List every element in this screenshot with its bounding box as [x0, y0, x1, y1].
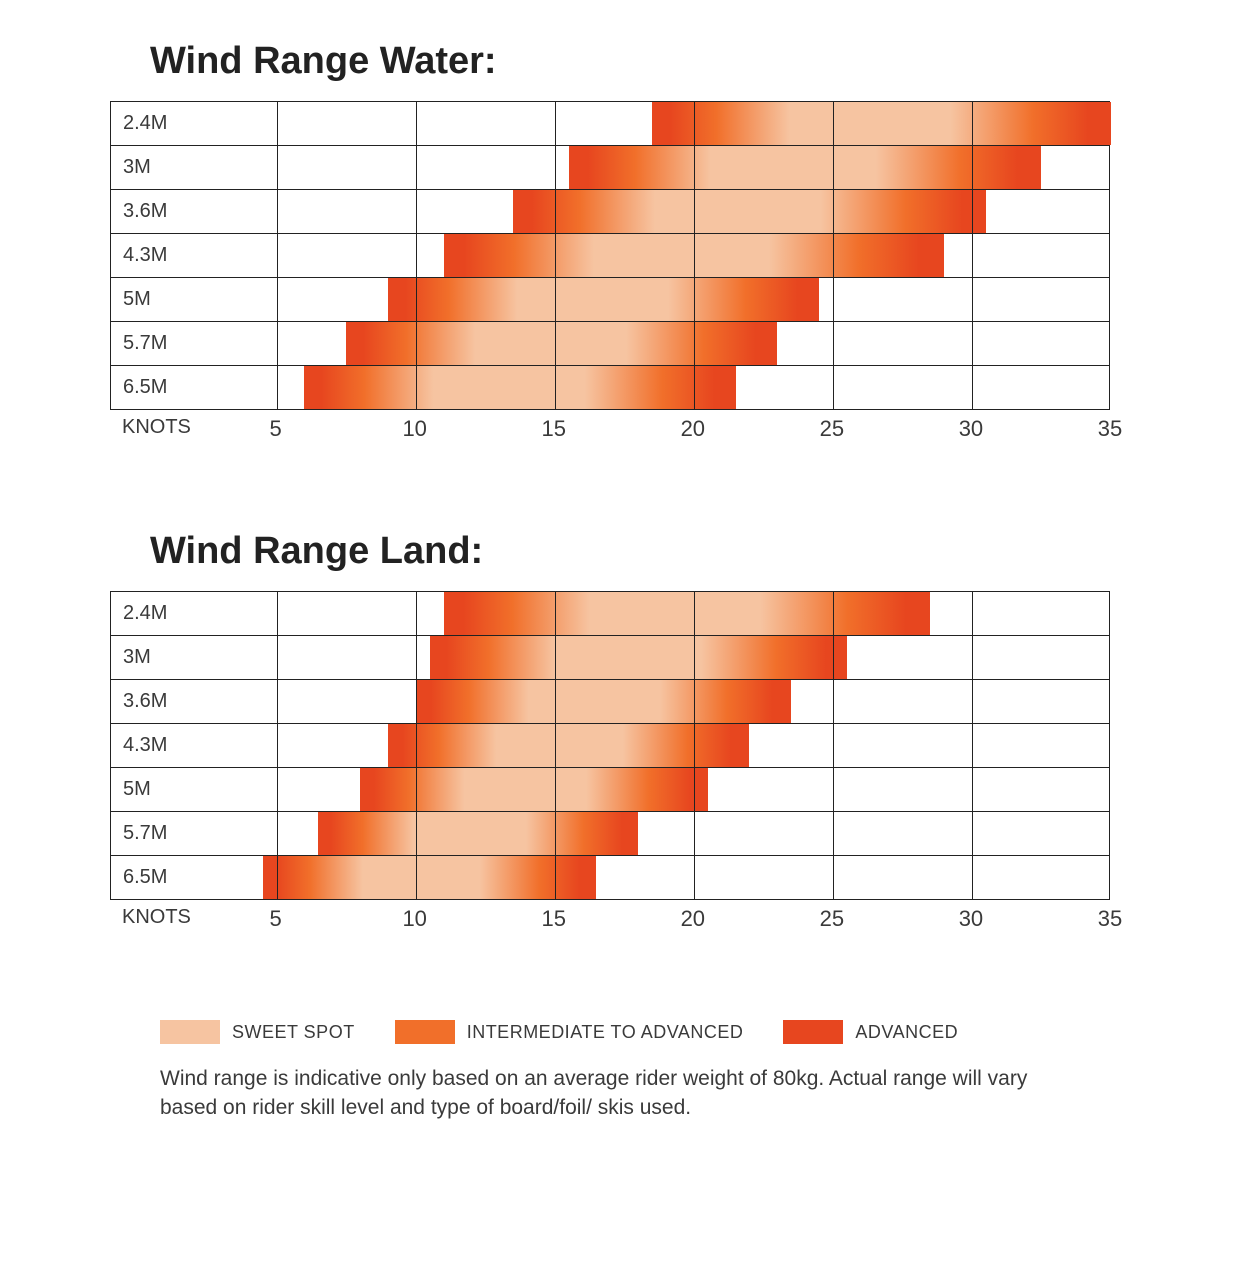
- chart-row: 4.3M: [110, 234, 1109, 278]
- chart-row: 6.5M: [110, 856, 1109, 900]
- tick-label: 5: [270, 906, 282, 932]
- row-label: 6.5M: [111, 366, 221, 409]
- tick-label: 30: [959, 416, 983, 442]
- range-bar: [569, 146, 1042, 189]
- chart-row: 2.4M: [110, 102, 1109, 146]
- legend-label: ADVANCED: [855, 1022, 958, 1043]
- range-bar: [263, 856, 597, 899]
- range-bar: [416, 680, 791, 723]
- row-label: 5.7M: [111, 812, 221, 855]
- chart-row: 3.6M: [110, 680, 1109, 724]
- legend: SWEET SPOT INTERMEDIATE TO ADVANCED ADVANC…: [160, 1020, 1192, 1044]
- tick-label: 30: [959, 906, 983, 932]
- wind-range-chart-water: Wind Range Water: 2.4M3M3.6M4.3M5M5.7M6.5…: [60, 40, 1192, 450]
- chart-row: 5.7M: [110, 812, 1109, 856]
- legend-label: INTERMEDIATE TO ADVANCED: [467, 1022, 744, 1043]
- x-axis: KNOTS5101520253035: [110, 906, 1110, 940]
- x-axis: KNOTS5101520253035: [110, 416, 1110, 450]
- range-bar: [430, 636, 847, 679]
- range-bar: [360, 768, 708, 811]
- legend-swatch: [783, 1020, 843, 1044]
- tick-label: 5: [270, 416, 282, 442]
- row-label: 2.4M: [111, 592, 221, 635]
- footnote: Wind range is indicative only based on a…: [160, 1064, 1060, 1123]
- tick-label: 10: [402, 906, 426, 932]
- chart-row: 2.4M: [110, 592, 1109, 636]
- chart-row: 3.6M: [110, 190, 1109, 234]
- range-bar: [444, 234, 945, 277]
- tick-label: 25: [820, 416, 844, 442]
- legend-swatch: [160, 1020, 220, 1044]
- tick-label: 35: [1098, 906, 1122, 932]
- axis-label: KNOTS: [122, 416, 191, 439]
- range-bar: [513, 190, 986, 233]
- chart-row: 3M: [110, 146, 1109, 190]
- tick-label: 25: [820, 906, 844, 932]
- range-bar: [318, 812, 638, 855]
- chart-row: 5M: [110, 278, 1109, 322]
- chart-title: Wind Range Land:: [150, 530, 1192, 573]
- row-label: 5M: [111, 278, 221, 321]
- tick-label: 15: [542, 416, 566, 442]
- row-label: 4.3M: [111, 724, 221, 767]
- range-bar: [388, 724, 750, 767]
- chart-row: 4.3M: [110, 724, 1109, 768]
- range-bar: [652, 102, 1111, 145]
- tick-label: 15: [542, 906, 566, 932]
- chart-row: 6.5M: [110, 366, 1109, 410]
- row-label: 3M: [111, 636, 221, 679]
- range-bar: [304, 366, 735, 409]
- row-label: 5M: [111, 768, 221, 811]
- range-bar: [444, 592, 931, 635]
- legend-swatch: [395, 1020, 455, 1044]
- chart-row: 5.7M: [110, 322, 1109, 366]
- chart-title: Wind Range Water:: [150, 40, 1192, 83]
- legend-item: INTERMEDIATE TO ADVANCED: [395, 1020, 744, 1044]
- chart-row: 5M: [110, 768, 1109, 812]
- chart-row: 3M: [110, 636, 1109, 680]
- tick-label: 20: [681, 906, 705, 932]
- row-label: 5.7M: [111, 322, 221, 365]
- row-label: 3.6M: [111, 680, 221, 723]
- tick-label: 35: [1098, 416, 1122, 442]
- chart-grid: 2.4M3M3.6M4.3M5M5.7M6.5M: [110, 101, 1110, 410]
- row-label: 2.4M: [111, 102, 221, 145]
- range-bar: [388, 278, 819, 321]
- tick-label: 20: [681, 416, 705, 442]
- chart-grid: 2.4M3M3.6M4.3M5M5.7M6.5M: [110, 591, 1110, 900]
- axis-label: KNOTS: [122, 906, 191, 929]
- legend-item: ADVANCED: [783, 1020, 958, 1044]
- range-bar: [346, 322, 777, 365]
- row-label: 3.6M: [111, 190, 221, 233]
- wind-range-chart-land: Wind Range Land: 2.4M3M3.6M4.3M5M5.7M6.5M…: [60, 530, 1192, 940]
- row-label: 4.3M: [111, 234, 221, 277]
- tick-label: 10: [402, 416, 426, 442]
- row-label: 6.5M: [111, 856, 221, 899]
- legend-label: SWEET SPOT: [232, 1022, 355, 1043]
- legend-item: SWEET SPOT: [160, 1020, 355, 1044]
- row-label: 3M: [111, 146, 221, 189]
